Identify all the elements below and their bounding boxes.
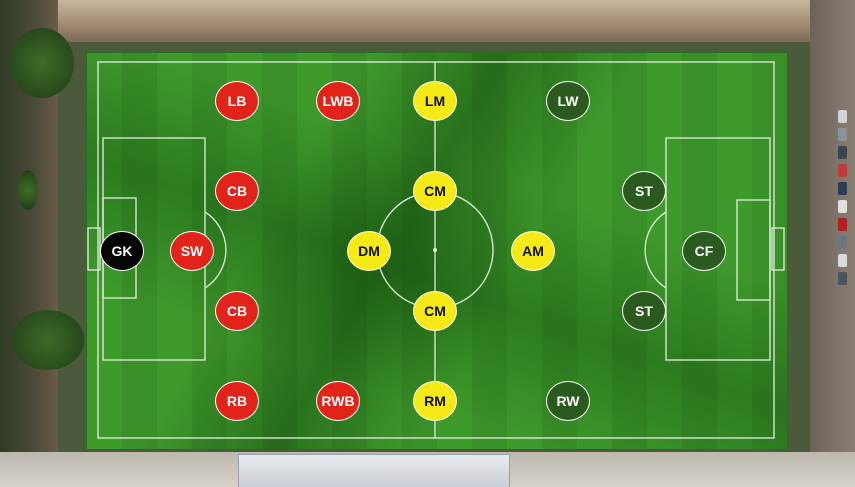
- parked-car: [838, 110, 847, 123]
- position-marker-cf[interactable]: CF: [682, 231, 726, 271]
- position-marker-rwb[interactable]: RWB: [316, 381, 360, 421]
- position-marker-rb[interactable]: RB: [215, 381, 259, 421]
- right-road: [810, 0, 855, 487]
- top-road: [0, 0, 855, 42]
- parked-car: [838, 182, 847, 195]
- position-marker-lm[interactable]: LM: [413, 81, 457, 121]
- position-marker-am[interactable]: AM: [511, 231, 555, 271]
- position-marker-st-top[interactable]: ST: [622, 171, 666, 211]
- parked-car: [838, 218, 847, 231]
- left-penalty-arc: [204, 211, 227, 289]
- position-marker-lwb[interactable]: LWB: [316, 81, 360, 121]
- position-marker-cm-bottom[interactable]: CM: [413, 291, 457, 331]
- parked-car: [838, 164, 847, 177]
- position-marker-lb[interactable]: LB: [215, 81, 259, 121]
- parked-car: [838, 128, 847, 141]
- position-marker-lw[interactable]: LW: [546, 81, 590, 121]
- parked-car: [838, 146, 847, 159]
- position-marker-rw[interactable]: RW: [546, 381, 590, 421]
- right-penalty-arc: [644, 211, 667, 289]
- position-marker-rm[interactable]: RM: [413, 381, 457, 421]
- tree: [10, 28, 74, 98]
- touchline: [97, 61, 775, 439]
- position-marker-dm[interactable]: DM: [347, 231, 391, 271]
- stand-roof: [238, 454, 510, 487]
- position-marker-st-bottom[interactable]: ST: [622, 291, 666, 331]
- parked-car: [838, 254, 847, 267]
- parked-car: [838, 272, 847, 285]
- tree: [18, 170, 38, 210]
- parked-car: [838, 236, 847, 249]
- tree: [12, 310, 84, 370]
- position-marker-sw[interactable]: SW: [170, 231, 214, 271]
- position-marker-cm-top[interactable]: CM: [413, 171, 457, 211]
- position-marker-gk[interactable]: GK: [100, 231, 144, 271]
- position-marker-cb-bottom[interactable]: CB: [215, 291, 259, 331]
- position-marker-cb-top[interactable]: CB: [215, 171, 259, 211]
- right-goal-box: [736, 199, 771, 301]
- center-spot: [433, 248, 437, 252]
- right-goal: [771, 227, 785, 271]
- parked-car: [838, 200, 847, 213]
